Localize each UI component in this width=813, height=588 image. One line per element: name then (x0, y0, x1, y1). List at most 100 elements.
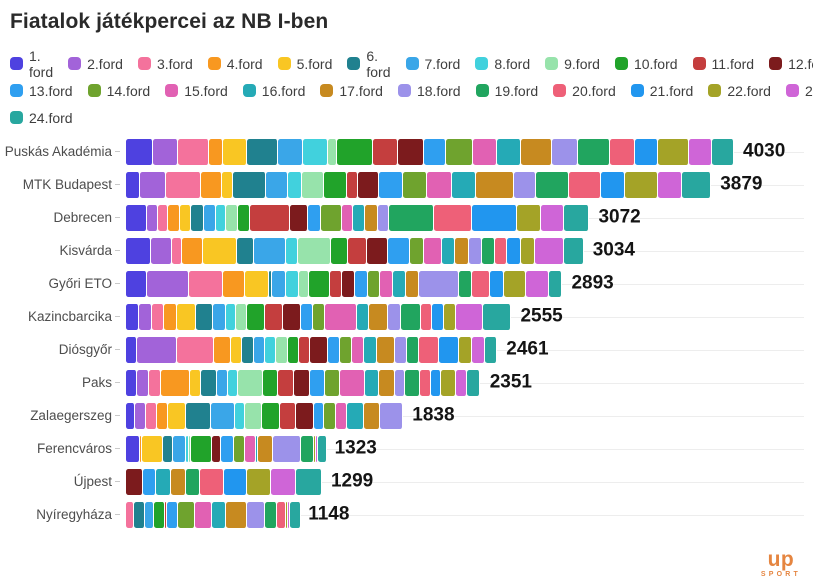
bar-segment[interactable] (246, 468, 271, 495)
bar-segment[interactable] (211, 402, 236, 429)
bar-segment[interactable] (387, 237, 411, 264)
bar-segment[interactable] (182, 237, 203, 264)
bar-segment[interactable] (262, 369, 278, 396)
bar-segment[interactable] (279, 402, 297, 429)
bar-segment[interactable] (144, 501, 154, 528)
bar-segment[interactable] (298, 336, 311, 363)
bar-segment[interactable] (330, 237, 348, 264)
bar-segment[interactable] (191, 435, 213, 462)
bar-segment[interactable] (402, 171, 427, 198)
bar-segment[interactable] (472, 204, 517, 231)
bar-segment[interactable] (200, 369, 218, 396)
bar-segment[interactable] (277, 369, 294, 396)
bar-segment[interactable] (278, 138, 304, 165)
bar-segment[interactable] (568, 171, 602, 198)
bar-segment[interactable] (441, 237, 456, 264)
bar-segment[interactable] (245, 270, 270, 297)
bar-segment[interactable] (158, 204, 169, 231)
bar-segment[interactable] (126, 402, 136, 429)
bar-segment[interactable] (265, 171, 289, 198)
bar-segment[interactable] (458, 336, 473, 363)
bar-segment[interactable] (328, 138, 338, 165)
bar-segment[interactable] (388, 303, 402, 330)
bar-segment[interactable] (212, 435, 222, 462)
bar-segment[interactable] (288, 501, 291, 528)
bar-segment[interactable] (300, 303, 313, 330)
legend-item[interactable]: 19.ford (475, 83, 538, 99)
bar-segment[interactable] (346, 402, 364, 429)
bar-segment[interactable] (352, 204, 365, 231)
bar-segment[interactable] (451, 171, 476, 198)
bar-segment[interactable] (516, 204, 541, 231)
bar-segment[interactable] (176, 303, 197, 330)
bar-segment[interactable] (270, 468, 297, 495)
legend-item[interactable]: 1. ford (10, 48, 53, 80)
bar-segment[interactable] (657, 171, 682, 198)
bar-segment[interactable] (324, 402, 336, 429)
bar-segment[interactable] (221, 435, 235, 462)
bar-segment[interactable] (288, 336, 299, 363)
bar-segment[interactable] (196, 303, 213, 330)
bar-segment[interactable] (126, 303, 139, 330)
bar-segment[interactable] (325, 303, 357, 330)
bar-segment[interactable] (549, 270, 563, 297)
bar-segment[interactable] (303, 138, 329, 165)
bar-segment[interactable] (221, 171, 234, 198)
bar-segment[interactable] (352, 336, 365, 363)
bar-segment[interactable] (314, 435, 317, 462)
bar-segment[interactable] (256, 435, 259, 462)
bar-segment[interactable] (426, 171, 452, 198)
legend-item[interactable]: 20.ford (553, 83, 616, 99)
bar-segment[interactable] (225, 303, 237, 330)
bar-segment[interactable] (316, 435, 319, 462)
bar-segment[interactable] (126, 171, 141, 198)
bar-segment[interactable] (180, 204, 191, 231)
bar-segment[interactable] (134, 501, 145, 528)
bar-segment[interactable] (150, 237, 172, 264)
bar-segment[interactable] (226, 501, 248, 528)
bar-segment[interactable] (342, 270, 356, 297)
bar-segment[interactable] (276, 501, 287, 528)
bar-segment[interactable] (309, 270, 331, 297)
bar-segment[interactable] (149, 369, 161, 396)
bar-segment[interactable] (212, 501, 227, 528)
bar-segment[interactable] (330, 270, 343, 297)
bar-segment[interactable] (285, 270, 299, 297)
bar-segment[interactable] (420, 303, 433, 330)
bar-segment[interactable] (335, 402, 347, 429)
bar-segment[interactable] (233, 171, 266, 198)
bar-segment[interactable] (312, 303, 326, 330)
bar-segment[interactable] (364, 336, 377, 363)
bar-segment[interactable] (276, 336, 289, 363)
bar-segment[interactable] (165, 171, 201, 198)
bar-segment[interactable] (398, 138, 424, 165)
bar-segment[interactable] (215, 204, 227, 231)
bar-segment[interactable] (485, 336, 498, 363)
bar-segment[interactable] (468, 237, 482, 264)
bar-segment[interactable] (285, 237, 298, 264)
bar-segment[interactable] (208, 138, 223, 165)
legend-item[interactable]: 17.ford (320, 83, 383, 99)
legend-item[interactable]: 23.ford (785, 83, 813, 99)
bar-segment[interactable] (269, 270, 273, 297)
bar-segment[interactable] (430, 369, 442, 396)
bar-segment[interactable] (249, 204, 291, 231)
bar-segment[interactable] (141, 435, 163, 462)
bar-segment[interactable] (138, 303, 153, 330)
bar-segment[interactable] (296, 402, 314, 429)
bar-segment[interactable] (222, 138, 247, 165)
bar-segment[interactable] (521, 138, 553, 165)
bar-segment[interactable] (364, 204, 378, 231)
bar-segment[interactable] (231, 336, 242, 363)
bar-segment[interactable] (177, 501, 196, 528)
bar-segment[interactable] (340, 369, 366, 396)
bar-segment[interactable] (564, 204, 590, 231)
bar-segment[interactable] (195, 501, 213, 528)
bar-segment[interactable] (310, 336, 329, 363)
bar-segment[interactable] (135, 402, 147, 429)
bar-segment[interactable] (376, 336, 395, 363)
bar-segment[interactable] (290, 501, 301, 528)
bar-segment[interactable] (235, 402, 246, 429)
bar-segment[interactable] (339, 336, 353, 363)
bar-segment[interactable] (625, 171, 658, 198)
